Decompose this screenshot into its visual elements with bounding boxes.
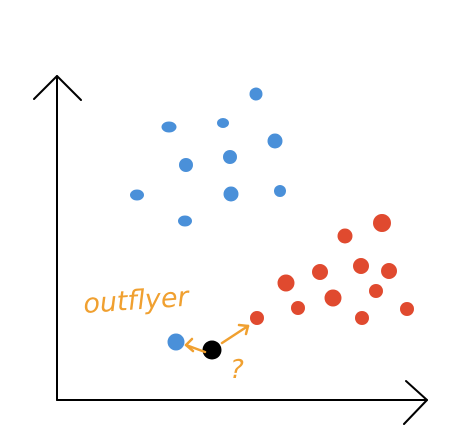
blue-point bbox=[267, 133, 283, 149]
red-point bbox=[324, 289, 342, 307]
outlier-label: outflyer bbox=[82, 282, 191, 320]
red-point bbox=[250, 311, 264, 325]
red-cluster bbox=[250, 214, 414, 325]
arrow-to-outlier-head bbox=[184, 337, 195, 353]
blue-cluster bbox=[130, 87, 286, 227]
blue-point bbox=[161, 121, 177, 133]
annotation-arrows bbox=[184, 323, 250, 354]
red-point bbox=[312, 264, 328, 280]
blue-point bbox=[249, 87, 263, 101]
outlier-point bbox=[167, 333, 185, 351]
blue-point bbox=[178, 215, 192, 227]
y-axis-arrowhead bbox=[33, 75, 82, 101]
red-point bbox=[400, 302, 414, 316]
red-point bbox=[381, 263, 397, 279]
red-point bbox=[353, 258, 369, 274]
blue-point bbox=[130, 189, 144, 201]
arrow-to-red-point-head bbox=[237, 323, 250, 336]
axes bbox=[33, 75, 428, 425]
blue-point bbox=[274, 185, 286, 197]
red-point bbox=[291, 301, 305, 315]
red-point bbox=[369, 284, 383, 298]
blue-point bbox=[223, 186, 239, 202]
red-point bbox=[373, 214, 391, 232]
blue-point bbox=[223, 150, 237, 164]
red-point bbox=[337, 228, 353, 244]
query-point bbox=[202, 340, 222, 360]
x-axis-arrowhead bbox=[403, 380, 428, 425]
blue-point bbox=[217, 118, 229, 128]
blue-point bbox=[179, 158, 193, 172]
red-point bbox=[277, 274, 295, 292]
question-mark: ? bbox=[230, 355, 244, 385]
arrow-to-red-point bbox=[220, 324, 250, 345]
red-point bbox=[355, 311, 369, 325]
